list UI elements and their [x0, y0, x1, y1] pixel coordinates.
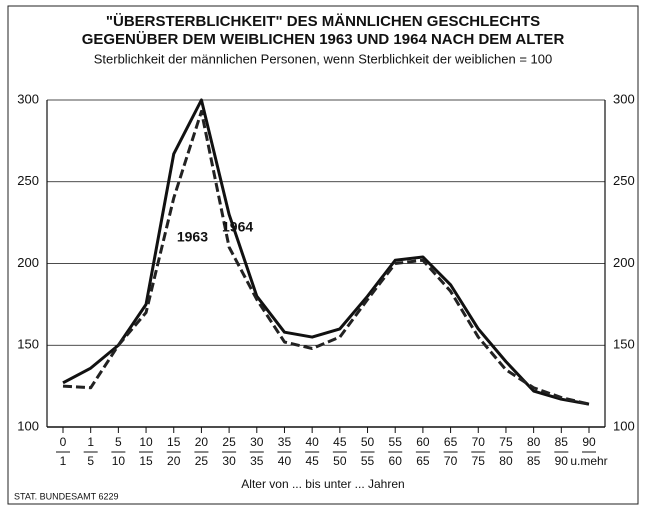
x-tick-label: 65 — [416, 454, 430, 468]
x-tick-label: 10 — [139, 435, 153, 449]
x-tick-label: 90 — [555, 454, 569, 468]
series-label: 1963 — [177, 229, 208, 245]
y-tick-label-right: 100 — [613, 418, 635, 433]
x-tick-label: 45 — [333, 435, 347, 449]
frame — [7, 5, 639, 505]
x-tick-label: 25 — [222, 435, 236, 449]
x-tick-label: 55 — [361, 454, 375, 468]
x-tick-label: 55 — [389, 435, 403, 449]
x-tick-label: 15 — [139, 454, 153, 468]
y-tick-label-right: 200 — [613, 255, 635, 270]
x-tick-label: u.mehr — [570, 454, 607, 468]
x-axis-label: Alter von ... bis unter ... Jahren — [241, 477, 404, 491]
x-tick-label: 25 — [195, 454, 209, 468]
y-tick-label-right: 250 — [613, 173, 635, 188]
x-tick-label: 40 — [278, 454, 292, 468]
y-tick-label: 300 — [17, 91, 39, 106]
x-tick-label: 80 — [499, 454, 513, 468]
series-label: 1964 — [222, 219, 253, 235]
x-tick-label: 35 — [278, 435, 292, 449]
y-tick-label: 100 — [17, 418, 39, 433]
x-tick-label: 75 — [472, 454, 486, 468]
x-tick-label: 0 — [60, 435, 67, 449]
x-tick-label: 50 — [361, 435, 375, 449]
y-tick-label-right: 150 — [613, 337, 635, 352]
y-tick-label: 200 — [17, 255, 39, 270]
x-tick-label: 80 — [527, 435, 541, 449]
x-tick-label: 20 — [167, 454, 181, 468]
x-tick-label: 30 — [222, 454, 236, 468]
x-tick-label: 45 — [305, 454, 319, 468]
y-tick-label: 150 — [17, 337, 39, 352]
x-tick-label: 15 — [167, 435, 181, 449]
x-tick-label: 30 — [250, 435, 264, 449]
x-tick-label: 1 — [60, 454, 67, 468]
series-line — [62, 98, 590, 406]
series-line — [62, 109, 590, 406]
x-tick-label: 10 — [112, 454, 126, 468]
x-tick-label: 20 — [195, 435, 209, 449]
x-tick-label: 60 — [389, 454, 403, 468]
x-tick-label: 65 — [444, 435, 458, 449]
x-tick-label: 85 — [527, 454, 541, 468]
x-tick-label: 60 — [416, 435, 430, 449]
x-tick-label: 70 — [444, 454, 458, 468]
x-tick-label: 5 — [87, 454, 94, 468]
chart-title: "ÜBERSTERBLICHKEIT" DES MÄNNLICHEN GESCH… — [106, 13, 540, 30]
x-tick-label: 75 — [499, 435, 513, 449]
chart-subtitle: Sterblichkeit der männlichen Personen, w… — [94, 51, 553, 66]
source: STAT. BUNDESAMT 6229 — [14, 491, 119, 501]
x-tick-label: 35 — [250, 454, 264, 468]
y-tick-label: 250 — [17, 173, 39, 188]
x-tick-label: 90 — [582, 435, 596, 449]
x-tick-label: 85 — [555, 435, 569, 449]
y-tick-label-right: 300 — [613, 91, 635, 106]
x-tick-label: 1 — [87, 435, 94, 449]
chart-title: GEGENÜBER DEM WEIBLICHEN 1963 UND 1964 N… — [82, 31, 565, 48]
x-tick-label: 5 — [115, 435, 122, 449]
x-tick-label: 40 — [305, 435, 319, 449]
x-tick-label: 70 — [472, 435, 486, 449]
x-tick-label: 50 — [333, 454, 347, 468]
